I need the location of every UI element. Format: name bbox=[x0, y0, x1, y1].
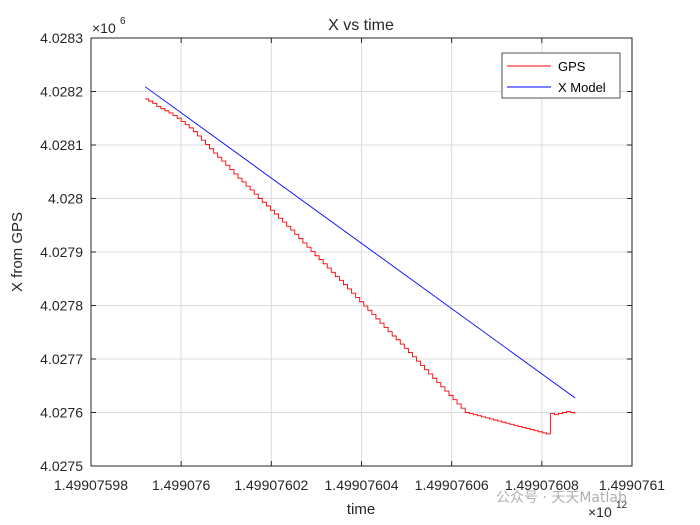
series-line-gps bbox=[145, 98, 576, 435]
y-tick-label: 4.0278 bbox=[40, 298, 83, 314]
y-tick-label: 4.0276 bbox=[40, 405, 83, 421]
y-tick-label: 4.0283 bbox=[40, 30, 83, 46]
y-tick-label: 4.0282 bbox=[40, 84, 83, 100]
x-multiplier-base: ×10 bbox=[588, 504, 612, 520]
x-tick-label: 1.49907598 bbox=[54, 477, 128, 493]
x-tick-label: 1.49907602 bbox=[234, 477, 308, 493]
legend-label-gps: GPS bbox=[558, 59, 586, 74]
y-tick-label: 4.0279 bbox=[40, 244, 83, 260]
x-tick-label: 1.4990761 bbox=[599, 477, 665, 493]
y-tick-label: 4.0275 bbox=[40, 458, 83, 474]
y-tick-label: 4.0277 bbox=[40, 351, 83, 367]
chart-title: X vs time bbox=[328, 17, 394, 34]
legend: GPS X Model bbox=[501, 52, 621, 99]
series-layer bbox=[144, 86, 576, 435]
y-tick-label: 4.028 bbox=[48, 191, 83, 207]
x-tick-label: 1.499076 bbox=[152, 477, 211, 493]
y-tick-label: 4.0281 bbox=[40, 137, 83, 153]
x-multiplier: ×10 12 bbox=[588, 500, 628, 520]
watermark: 公众号 · 天天Matlab bbox=[496, 490, 627, 506]
y-multiplier-exponent: 6 bbox=[120, 16, 126, 27]
x-multiplier-exponent: 12 bbox=[616, 500, 628, 511]
x-tick-label: 1.49907604 bbox=[325, 477, 399, 493]
y-axis-label: X from GPS bbox=[9, 212, 26, 292]
x-axis-label: time bbox=[347, 501, 375, 518]
y-multiplier-base: ×10 bbox=[92, 20, 116, 36]
legend-label-x-model: X Model bbox=[558, 80, 606, 95]
x-tick-label: 1.49907608 bbox=[505, 477, 579, 493]
y-multiplier: ×10 6 bbox=[92, 16, 126, 36]
x-tick-label: 1.49907606 bbox=[415, 477, 489, 493]
series-line-x-model bbox=[144, 86, 576, 399]
legend-box bbox=[501, 52, 621, 99]
tick-layer: 1.49907598 1.499076 1.49907602 1.49907604 1.… bbox=[40, 30, 665, 493]
